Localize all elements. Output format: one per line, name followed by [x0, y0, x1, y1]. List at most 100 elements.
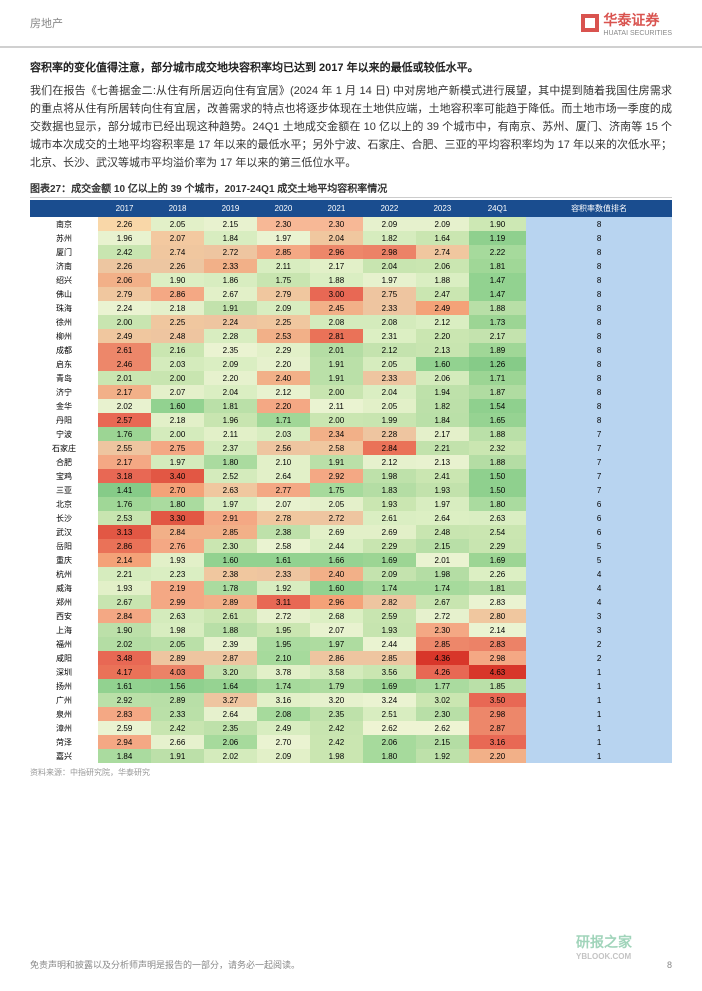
data-cell: 3.24 [363, 693, 416, 707]
data-cell: 2.10 [257, 651, 310, 665]
data-cell: 2.72 [416, 609, 469, 623]
data-cell: 2.04 [363, 259, 416, 273]
data-cell: 1.92 [257, 581, 310, 595]
data-cell: 2.11 [310, 399, 363, 413]
data-cell: 2.01 [416, 553, 469, 567]
data-cell: 2.00 [151, 371, 204, 385]
data-cell: 1.98 [151, 623, 204, 637]
data-cell: 8 [526, 273, 672, 287]
data-cell: 2.89 [151, 693, 204, 707]
table-row: 石家庄2.552.752.372.562.582.842.212.327 [30, 441, 672, 455]
data-cell: 2.61 [363, 511, 416, 525]
data-cell: 1.50 [469, 469, 526, 483]
data-cell: 3.00 [310, 287, 363, 301]
city-cell: 南京 [30, 217, 98, 231]
data-cell: 1.99 [363, 413, 416, 427]
table-row: 菏泽2.942.662.062.702.422.062.153.161 [30, 735, 672, 749]
data-cell: 3.30 [151, 511, 204, 525]
data-cell: 2.40 [257, 371, 310, 385]
city-cell: 绍兴 [30, 273, 98, 287]
data-cell: 2.41 [416, 469, 469, 483]
data-cell: 2.98 [363, 245, 416, 259]
data-cell: 2.11 [204, 427, 257, 441]
data-cell: 2.12 [363, 455, 416, 469]
data-cell: 2.09 [416, 217, 469, 231]
data-cell: 2.23 [151, 567, 204, 581]
data-cell: 2.38 [204, 567, 257, 581]
city-cell: 长沙 [30, 511, 98, 525]
data-cell: 1.26 [469, 357, 526, 371]
city-cell: 咸阳 [30, 651, 98, 665]
table-header: 2020 [257, 200, 310, 217]
data-cell: 7 [526, 469, 672, 483]
data-cell: 1 [526, 721, 672, 735]
data-cell: 1.56 [151, 679, 204, 693]
data-cell: 2.81 [310, 329, 363, 343]
data-cell: 2.77 [257, 483, 310, 497]
data-cell: 2.67 [98, 595, 151, 609]
data-cell: 1.97 [204, 497, 257, 511]
table-row: 青岛2.012.002.202.401.912.332.061.718 [30, 371, 672, 385]
table-header: 2017 [98, 200, 151, 217]
data-cell: 2.30 [310, 217, 363, 231]
table-row: 济宁2.172.072.042.122.002.041.941.878 [30, 385, 672, 399]
data-cell: 2.53 [257, 329, 310, 343]
city-cell: 漳州 [30, 721, 98, 735]
data-cell: 2.85 [257, 245, 310, 259]
data-cell: 1.75 [310, 483, 363, 497]
city-cell: 杭州 [30, 567, 98, 581]
data-cell: 2.75 [151, 441, 204, 455]
data-cell: 1.96 [204, 413, 257, 427]
data-cell: 1.19 [469, 231, 526, 245]
data-cell: 1.77 [416, 679, 469, 693]
data-cell: 2.78 [257, 511, 310, 525]
city-cell: 启东 [30, 357, 98, 371]
table-row: 深圳4.174.033.203.783.583.564.264.631 [30, 665, 672, 679]
data-cell: 2.48 [151, 329, 204, 343]
data-cell: 1.61 [257, 553, 310, 567]
data-cell: 5 [526, 539, 672, 553]
watermark: 研报之家 YBLOOK.COM [576, 932, 632, 961]
table-row: 西安2.842.632.612.722.682.592.722.803 [30, 609, 672, 623]
city-cell: 北京 [30, 497, 98, 511]
heatmap-table: 201720182019202020212022202324Q1容积率数值排名 … [30, 200, 672, 763]
data-cell: 2.31 [363, 329, 416, 343]
data-cell: 1.88 [469, 301, 526, 315]
data-cell: 2.13 [416, 343, 469, 357]
data-cell: 2.33 [257, 567, 310, 581]
data-cell: 2.06 [363, 735, 416, 749]
data-cell: 2.68 [310, 609, 363, 623]
data-cell: 2.92 [98, 693, 151, 707]
data-cell: 1.96 [98, 231, 151, 245]
table-header: 2021 [310, 200, 363, 217]
disclaimer: 免责声明和披露以及分析师声明是报告的一部分，请务必一起阅读。 [30, 958, 300, 971]
data-cell: 2.05 [310, 497, 363, 511]
data-cell: 3.50 [469, 693, 526, 707]
table-row: 咸阳3.482.892.872.102.862.854.362.982 [30, 651, 672, 665]
data-cell: 1.93 [98, 581, 151, 595]
data-cell: 2.57 [98, 413, 151, 427]
city-cell: 济宁 [30, 385, 98, 399]
data-cell: 7 [526, 455, 672, 469]
data-cell: 2.69 [363, 525, 416, 539]
data-cell: 2.70 [151, 483, 204, 497]
data-cell: 8 [526, 315, 672, 329]
data-cell: 2.62 [363, 721, 416, 735]
data-cell: 2.35 [204, 343, 257, 357]
data-cell: 8 [526, 259, 672, 273]
data-cell: 4 [526, 567, 672, 581]
data-cell: 1.69 [363, 679, 416, 693]
data-cell: 2.67 [416, 595, 469, 609]
table-header: 24Q1 [469, 200, 526, 217]
data-cell: 2.84 [151, 525, 204, 539]
data-cell: 2.54 [469, 525, 526, 539]
data-cell: 4.17 [98, 665, 151, 679]
data-cell: 3.78 [257, 665, 310, 679]
data-cell: 2.04 [363, 385, 416, 399]
data-cell: 2.89 [151, 651, 204, 665]
data-cell: 2.52 [204, 469, 257, 483]
data-cell: 2.70 [257, 735, 310, 749]
data-cell: 2.24 [204, 315, 257, 329]
city-cell: 宁波 [30, 427, 98, 441]
data-cell: 1.95 [257, 637, 310, 651]
